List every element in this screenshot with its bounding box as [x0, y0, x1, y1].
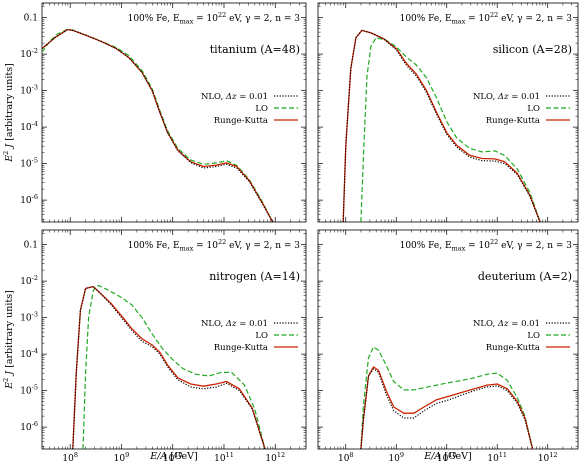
y-tick-label: 10-5 [20, 157, 38, 170]
y-axis-label: E2 J [arbitrary units] [2, 63, 15, 163]
y-tick-label: 10-2 [20, 47, 38, 60]
nucleus-label: nitrogen (A=14) [209, 270, 300, 283]
y-tick-label: 10-6 [20, 193, 38, 206]
x-axis-label: E/A [GeV] [149, 451, 198, 462]
x-tick-label: 1011 [487, 451, 507, 462]
series-line-solid [342, 29, 541, 222]
nucleus-label: titanium (A=48) [210, 43, 300, 56]
legend-entry-label: NLO, Δz = 0.01 [201, 92, 268, 102]
x-tick-label: 1010 [163, 451, 183, 462]
x-tick-label: 1012 [265, 451, 285, 462]
y-tick-label: 10-2 [20, 274, 38, 287]
x-tick-label: 1010 [437, 451, 457, 462]
x-tick-label: 108 [338, 451, 354, 462]
panel-2: 100% Fe, Emax = 1022 eV, γ = 2, n = 3 sil… [317, 2, 579, 223]
x-tick-label: 109 [114, 451, 130, 462]
header-annotation: 100% Fe, Emax = 1022 eV, γ = 2, n = 3 [128, 238, 301, 253]
legend-entry-label: NLO, Δz = 0.01 [201, 319, 268, 329]
plot-frame [41, 229, 307, 450]
series-line-dotted [342, 29, 541, 222]
series-line-dashed [360, 37, 541, 222]
x-tick-label: 1012 [538, 451, 558, 462]
series-line-dotted [72, 286, 266, 449]
y-tick-label: 10-3 [20, 84, 38, 97]
header-annotation: 100% Fe, Emax = 1022 eV, γ = 2, n = 3 [400, 11, 573, 26]
y-tick-label: 0.1 [24, 14, 38, 24]
x-axis-label: E/A [GeV] [423, 451, 472, 462]
header-annotation: 100% Fe, Emax = 1022 eV, γ = 2, n = 3 [400, 238, 573, 253]
nucleus-label: deuterium (A=2) [478, 270, 572, 283]
y-tick-label: 0.1 [24, 241, 38, 251]
panel-4: 108 109 1010 1011 1012 100% Fe, Emax = 1022 e… [317, 229, 579, 462]
y-tick-label: 10-6 [20, 420, 38, 433]
plot-frame [317, 229, 579, 450]
nucleus-label: silicon (A=28) [493, 43, 572, 56]
series-line-solid [360, 366, 534, 449]
plot-frame [317, 2, 579, 223]
legend-entry-label: LO [255, 104, 268, 114]
x-tick-label: 108 [62, 451, 78, 462]
legend-entry-label: Runge-Kutta [486, 343, 540, 353]
series-line-dashed [82, 284, 266, 449]
y-tick-label: 10-4 [20, 347, 38, 360]
panel-3: 0.1 10-2 10-3 10-4 10-5 10-6 108 109 1010 1011 101… [20, 229, 307, 462]
x-tick-label: 109 [388, 451, 404, 462]
header-annotation: 100% Fe, Emax = 1022 eV, γ = 2, n = 3 [128, 11, 301, 26]
series-line-solid [72, 285, 266, 449]
legend-entry-label: Runge-Kutta [214, 116, 268, 126]
x-tick-label: 1011 [214, 451, 234, 462]
legend-entry-label: LO [527, 104, 540, 114]
legend-entry-label: Runge-Kutta [486, 116, 540, 126]
y-tick-label: 10-5 [20, 384, 38, 397]
y-tick-label: 10-4 [20, 120, 38, 133]
legend-entry-label: NLO, Δz = 0.01 [473, 319, 540, 329]
legend-entry-label: Runge-Kutta [214, 343, 268, 353]
panel-1: 0.1 10-2 10-3 10-4 10-5 10-6 100% Fe, Emax = 1… [20, 2, 307, 223]
series-line-dashed [360, 346, 534, 449]
legend-entry-label: LO [255, 331, 268, 341]
legend-entry-label: LO [527, 331, 540, 341]
series-line-solid [42, 28, 274, 222]
y-tick-label: 10-3 [20, 311, 38, 324]
legend-entry-label: NLO, Δz = 0.01 [473, 92, 540, 102]
y-axis-label: E2 J [arbitrary units] [2, 290, 15, 390]
plot-frame [41, 2, 307, 223]
